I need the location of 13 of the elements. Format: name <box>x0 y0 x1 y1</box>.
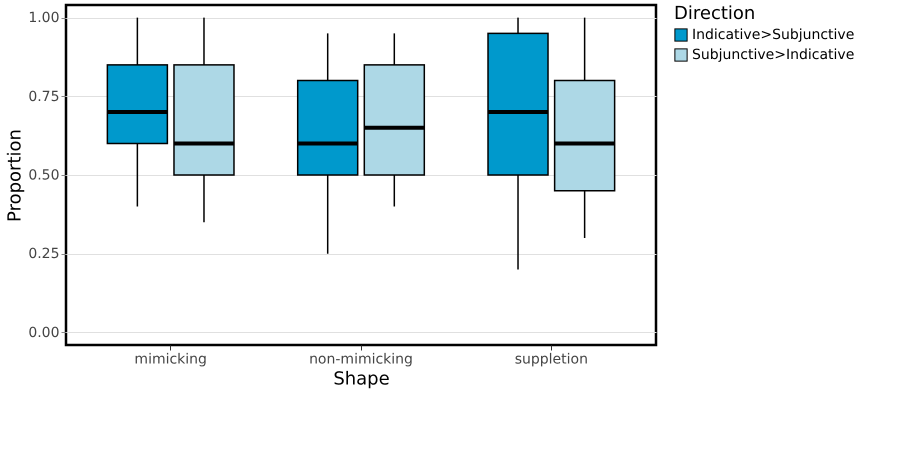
legend-title: Direction <box>674 3 756 24</box>
y-tick-label: 0.00 <box>28 324 60 341</box>
y-tick-label: 0.75 <box>28 88 60 105</box>
legend-label: Indicative>Subjunctive <box>692 27 854 43</box>
y-axis-title: Proportion <box>4 129 26 222</box>
y-tick-label: 1.00 <box>28 10 60 26</box>
x-axis-title: Shape <box>333 368 390 390</box>
y-tick-label: 0.50 <box>28 168 60 184</box>
y-tick-label: 0.25 <box>28 246 60 262</box>
legend-label: Subjunctive>Indicative <box>692 47 854 63</box>
x-tick-label: mimicking <box>134 352 207 368</box>
x-tick-label: suppletion <box>514 352 588 368</box>
x-tick-label: non-mimicking <box>309 352 413 368</box>
